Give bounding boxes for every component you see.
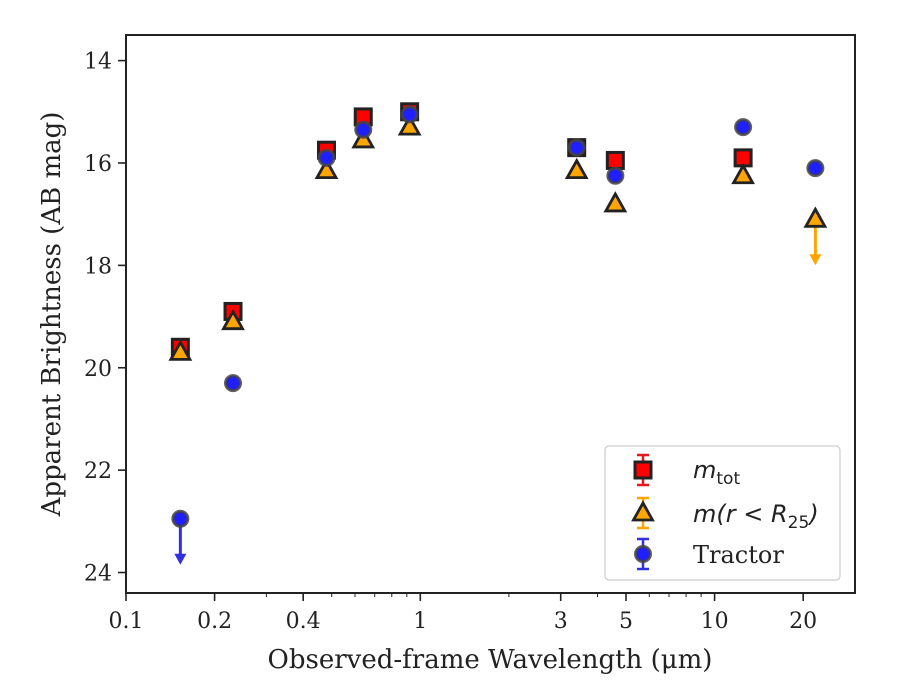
legend-mr25-sub: 25 [788, 513, 810, 533]
x-axis-ticks: 0.1 0.2 0.4 1 3 5 10 20 [109, 593, 817, 634]
y-axis-ticks: 14 16 18 20 22 24 [84, 50, 126, 587]
x-tick-label: 0.4 [286, 609, 321, 634]
x-tick-label: 0.1 [109, 609, 144, 634]
data-point-tractor [171, 509, 190, 528]
legend: mtot m(r < R25) Tractor [604, 445, 841, 581]
legend-mr25-base: m [693, 500, 716, 528]
x-tick-label: 3 [554, 609, 568, 634]
data-point-tractor [734, 118, 753, 137]
data-point-tractor [400, 105, 419, 124]
plot-frame [125, 34, 856, 594]
data-point-mr25 [803, 206, 828, 228]
x-tick-label: 10 [701, 609, 729, 634]
legend-entry-mr25: m(r < R25) [693, 500, 819, 533]
y-tick-label: 24 [84, 562, 112, 587]
legend-marker-mr25 [631, 500, 655, 522]
legend-entry-mtot: mtot [693, 456, 740, 489]
data-point-mr25 [397, 114, 422, 136]
legend-marker-mtot [633, 460, 653, 480]
data-point-mr25 [314, 157, 339, 180]
data-point-mr25 [603, 191, 628, 213]
y-axis-label: Apparent Brightness (AB mag) [37, 112, 67, 518]
data-point-mr25 [221, 308, 245, 331]
series-mr25 [168, 114, 828, 361]
y-tick-label: 14 [84, 50, 112, 75]
data-marks [168, 102, 828, 565]
x-tick-label: 1 [413, 609, 427, 634]
legend-entry-tractor: Tractor [693, 541, 784, 569]
data-point-tractor [317, 148, 336, 167]
legend-mr25-end: ) [807, 500, 818, 528]
x-axis-label: Observed-frame Wavelength (μm) [268, 645, 713, 675]
series-tractor [171, 105, 825, 565]
data-point-mr25 [731, 162, 755, 185]
series-mtot [170, 102, 753, 357]
upper-limit-arrow-head [174, 553, 187, 565]
data-point-tractor [806, 159, 825, 178]
data-point-mr25 [168, 339, 193, 361]
x-tick-label: 5 [619, 609, 633, 634]
data-point-mtot [605, 150, 625, 170]
data-point-tractor [354, 120, 373, 139]
y-tick-label: 18 [84, 254, 112, 279]
x-tick-label: 20 [789, 609, 817, 634]
data-point-mr25 [564, 157, 589, 180]
legend-mr25-mid: (r < R [716, 500, 787, 528]
legend-mtot-base: m [693, 456, 716, 484]
legend-handles [631, 453, 655, 571]
y-tick-label: 16 [84, 152, 112, 177]
legend-mtot-sub: tot [716, 469, 740, 489]
y-tick-label: 20 [84, 357, 112, 382]
upper-limit-arrow-head [809, 254, 822, 266]
data-point-tractor [606, 166, 625, 185]
legend-marker-tractor [634, 545, 652, 563]
data-point-tractor [224, 374, 243, 393]
legend-frame [604, 445, 841, 581]
data-point-tractor [567, 138, 586, 157]
y-tick-label: 22 [84, 459, 112, 484]
x-tick-label: 0.2 [197, 609, 232, 634]
